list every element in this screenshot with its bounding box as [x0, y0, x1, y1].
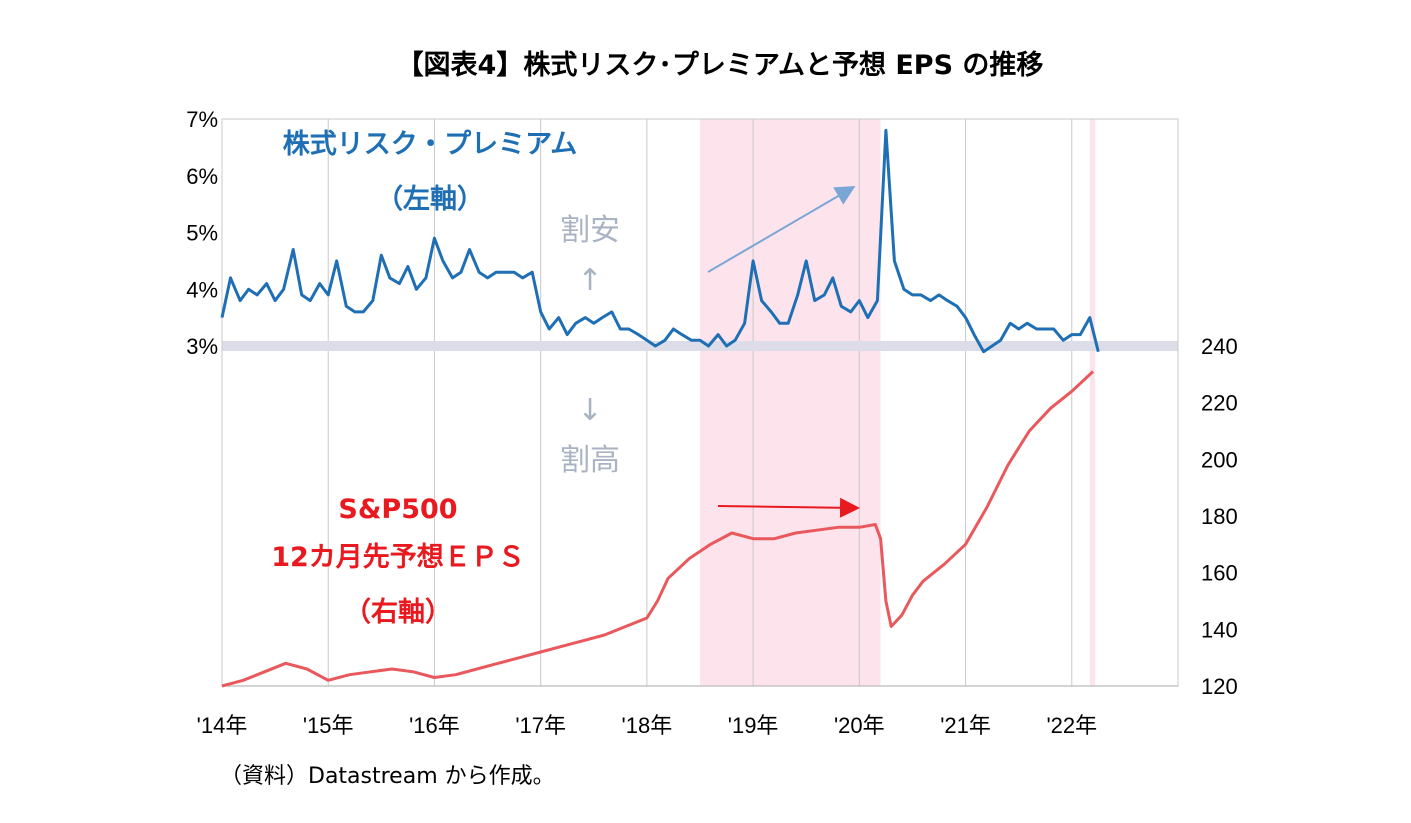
- source-note: （資料）Datastream から作成。: [220, 764, 555, 789]
- annotation-up-arrow: ↑: [577, 263, 602, 298]
- series-axis-label-right: （右軸）: [344, 597, 452, 628]
- series-label-eps: 12カ月先予想ＥＰＳ: [271, 542, 525, 573]
- reference-band-3pct: [222, 341, 1178, 351]
- x-tick: '19年: [728, 713, 779, 738]
- plot-frame: [221, 118, 1179, 687]
- series-lines: [220, 128, 1100, 688]
- annotation-expensive: 割高: [560, 443, 620, 478]
- annotation-cheap: 割安: [560, 213, 620, 248]
- y-left-tick: 4%: [186, 277, 218, 302]
- arrow-eps-flat: [717, 497, 860, 518]
- x-tick: '14年: [197, 713, 248, 738]
- arrow-erp-up: [707, 185, 856, 273]
- series-label-sp500: S&P500: [338, 494, 457, 525]
- x-axis-ticks: '14年 '15年 '16年 '17年 '18年 '19年 '20年 '21年 '22年: [197, 713, 1097, 738]
- reference-band: [222, 341, 1178, 351]
- annotation-down-arrow: ↓: [577, 393, 602, 428]
- shaded-period-1: [1089, 119, 1096, 686]
- y-right-tick: 240: [1201, 334, 1238, 359]
- series-line-0: [220, 128, 1100, 354]
- y-left-tick: 5%: [186, 221, 218, 246]
- left-axis-ticks: 3% 4% 5% 6% 7%: [186, 107, 218, 359]
- trend-arrows: [707, 185, 860, 518]
- y-left-tick: 6%: [186, 164, 218, 189]
- y-right-tick: 140: [1201, 617, 1238, 642]
- y-right-tick: 180: [1201, 504, 1238, 529]
- chart-title: 【図表4】株式リスク･プレミアムと予想 EPS の推移: [397, 50, 1044, 81]
- x-tick: '16年: [409, 713, 460, 738]
- series-axis-label-left: （左軸）: [376, 184, 484, 215]
- shaded-period-0: [700, 119, 881, 686]
- y-right-tick: 160: [1201, 561, 1238, 586]
- right-axis-ticks: 120 140 160 180 200 220 240: [1201, 334, 1238, 699]
- y-right-tick: 120: [1201, 674, 1238, 699]
- y-left-tick: 3%: [186, 334, 218, 359]
- x-tick: '22年: [1046, 713, 1097, 738]
- shaded-period: [700, 119, 1096, 686]
- x-tick: '18年: [622, 713, 673, 738]
- series-line-1: [221, 370, 1095, 688]
- x-tick: '21年: [940, 713, 991, 738]
- x-tick: '17年: [515, 713, 566, 738]
- x-tick: '15年: [303, 713, 354, 738]
- x-tick: '20年: [834, 713, 885, 738]
- y-right-tick: 220: [1201, 391, 1238, 416]
- y-right-tick: 200: [1201, 447, 1238, 472]
- y-left-tick: 7%: [186, 107, 218, 132]
- series-label-erp: 株式リスク・プレミアム: [283, 129, 578, 160]
